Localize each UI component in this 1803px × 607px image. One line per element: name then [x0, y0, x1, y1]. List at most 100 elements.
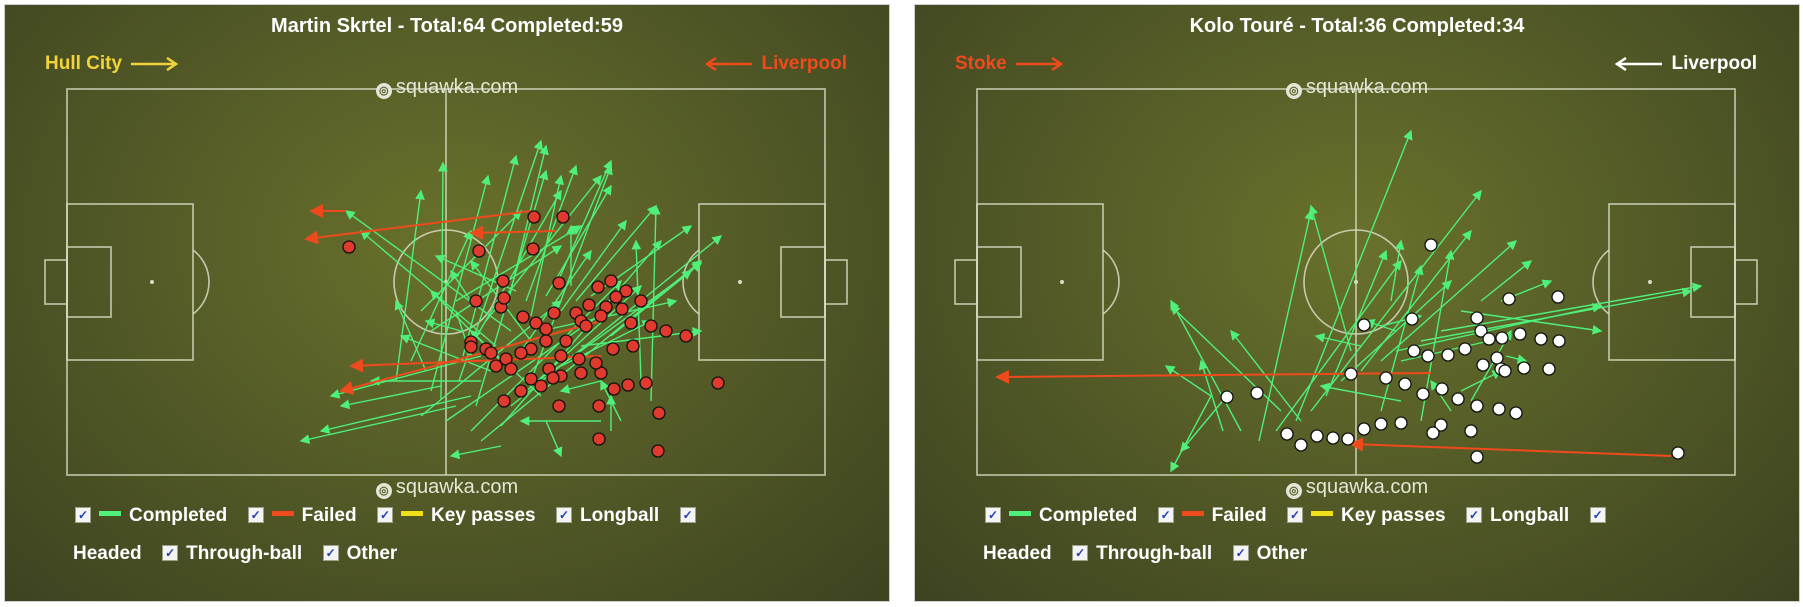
- completed-pass: [600, 379, 622, 422]
- failed-swatch: [1181, 511, 1204, 516]
- legend-other[interactable]: ✓ Other: [1232, 543, 1307, 565]
- pass-origin-marker: [1250, 386, 1264, 400]
- pass-map-panel-right: Kolo Touré - Total:36 Completed:34 Stoke…: [914, 4, 1800, 602]
- completed-pass: [319, 395, 472, 434]
- legend-longball[interactable]: ✓ Longball: [1466, 505, 1569, 527]
- pass-origin-marker: [1341, 432, 1355, 446]
- pass-origin-marker: [1482, 332, 1496, 346]
- goal-right: [1734, 259, 1758, 305]
- completed-pass: [560, 219, 627, 312]
- completed-pass: [1319, 382, 1402, 402]
- penalty-spot-right: [738, 280, 742, 284]
- legend-longball[interactable]: ✓ Longball: [556, 505, 659, 527]
- checkbox-completed[interactable]: ✓: [985, 507, 1001, 523]
- pass-origin-marker: [1310, 429, 1324, 443]
- completed-pass: [1380, 264, 1424, 412]
- completed-pass: [455, 225, 583, 302]
- legend-through-ball[interactable]: ✓ Through-ball: [162, 543, 302, 565]
- completed-pass: [1325, 249, 1388, 397]
- pass-origin-marker: [1502, 292, 1516, 306]
- pass-origin-marker: [589, 356, 603, 370]
- checkbox-headed[interactable]: ✓: [679, 507, 696, 523]
- checkbox-through-ball[interactable]: ✓: [1072, 545, 1089, 561]
- legend-failed[interactable]: ✓ Failed: [1157, 505, 1267, 527]
- checkbox-other[interactable]: ✓: [322, 545, 339, 561]
- checkbox-failed[interactable]: ✓: [247, 507, 264, 523]
- legend-label: Longball: [1490, 505, 1570, 526]
- pass-origin-marker: [624, 316, 638, 330]
- pass-origin-marker: [524, 372, 538, 386]
- legend-completed[interactable]: ✓ Completed: [985, 505, 1137, 527]
- pass-origin-marker: [644, 319, 658, 333]
- pass-origin-marker: [527, 210, 541, 224]
- pass-map-panel-left: Martin Skrtel - Total:64 Completed:59 Hu…: [4, 4, 890, 602]
- completed-pass: [1420, 287, 1693, 342]
- legend-label: Through-ball: [186, 543, 303, 564]
- checkbox-headed[interactable]: ✓: [1589, 507, 1606, 523]
- legend-through-ball[interactable]: ✓ Through-ball: [1072, 543, 1212, 565]
- pass-origin-marker: [1509, 406, 1523, 420]
- completed-pass: [575, 204, 657, 302]
- completed-pass: [500, 239, 662, 427]
- legend-failed[interactable]: ✓ Failed: [247, 505, 357, 527]
- completed-pass: [545, 270, 693, 377]
- completed-pass: [424, 318, 462, 332]
- brand-watermark-bottom: ◎ squawka.com: [5, 476, 889, 499]
- legend-completed[interactable]: ✓ Completed: [75, 505, 227, 527]
- squawka-logo-icon: ◎: [375, 83, 392, 99]
- checkbox-longball[interactable]: ✓: [1466, 507, 1483, 523]
- pass-origin-marker: [539, 322, 553, 336]
- checkbox-through-ball[interactable]: ✓: [162, 545, 179, 561]
- pass-origin-marker: [1394, 416, 1408, 430]
- legend-headed-checkbox[interactable]: ✓: [679, 505, 704, 527]
- pass-origin-marker: [1513, 327, 1527, 341]
- pass-origin-marker: [1470, 311, 1484, 325]
- pass-origin-marker: [464, 340, 478, 354]
- goal-left: [954, 259, 978, 305]
- completed-pass: [1390, 239, 1405, 302]
- legend-label: Key passes: [431, 505, 536, 526]
- checkbox-other[interactable]: ✓: [1232, 545, 1249, 561]
- pass-origin-marker: [547, 306, 561, 320]
- pass-origin-marker: [1374, 417, 1388, 431]
- completed-pass: [1440, 282, 1703, 332]
- penalty-spot-left: [150, 280, 154, 284]
- legend-key-passes[interactable]: ✓ Key passes: [377, 505, 536, 527]
- checkbox-key-passes[interactable]: ✓: [377, 507, 393, 523]
- completed-pass: [1170, 395, 1212, 473]
- key-passes-swatch: [401, 511, 423, 516]
- completed-pass: [339, 385, 442, 410]
- pass-origin-marker: [1405, 312, 1419, 326]
- legend-other[interactable]: ✓ Other: [322, 543, 397, 565]
- pass-origin-marker: [572, 352, 586, 366]
- checkbox-key-passes[interactable]: ✓: [1287, 507, 1303, 523]
- pass-origin-marker: [469, 294, 483, 308]
- pass-origin-marker: [514, 384, 528, 398]
- brand-watermark-top: ◎ squawka.com: [915, 76, 1799, 99]
- pass-origin-marker: [582, 298, 596, 312]
- pass-origin-marker: [1435, 382, 1449, 396]
- completed-pass: [1308, 204, 1352, 352]
- checkbox-longball[interactable]: ✓: [556, 507, 573, 523]
- pass-origin-marker: [1534, 332, 1548, 346]
- checkbox-completed[interactable]: ✓: [75, 507, 91, 523]
- legend-key-passes[interactable]: ✓ Key passes: [1287, 505, 1446, 527]
- completed-pass: [470, 280, 622, 432]
- checkbox-failed[interactable]: ✓: [1157, 507, 1174, 523]
- pass-origin-marker: [1416, 387, 1430, 401]
- pass-origin-marker: [1470, 450, 1484, 464]
- pass-origin-marker: [554, 349, 568, 363]
- legend-left: ✓ Completed ✓ Failed ✓ Key passes ✓ Longball…: [73, 505, 875, 581]
- legend-right: ✓ Completed ✓ Failed ✓ Key passes ✓ Longball…: [983, 505, 1785, 581]
- pitch-right: [954, 88, 1758, 476]
- pass-origin-marker: [497, 291, 511, 305]
- pass-origin-marker: [606, 342, 620, 356]
- legend-label: Key passes: [1341, 505, 1446, 526]
- legend-headed-checkbox[interactable]: ✓: [1589, 505, 1614, 527]
- completed-pass: [1198, 359, 1224, 432]
- legend-label: Completed: [129, 505, 228, 526]
- pass-origin-marker: [594, 309, 608, 323]
- squawka-logo-icon: ◎: [1285, 483, 1302, 499]
- brand-watermark-bottom: ◎ squawka.com: [915, 476, 1799, 499]
- completed-pass: [1275, 259, 1402, 432]
